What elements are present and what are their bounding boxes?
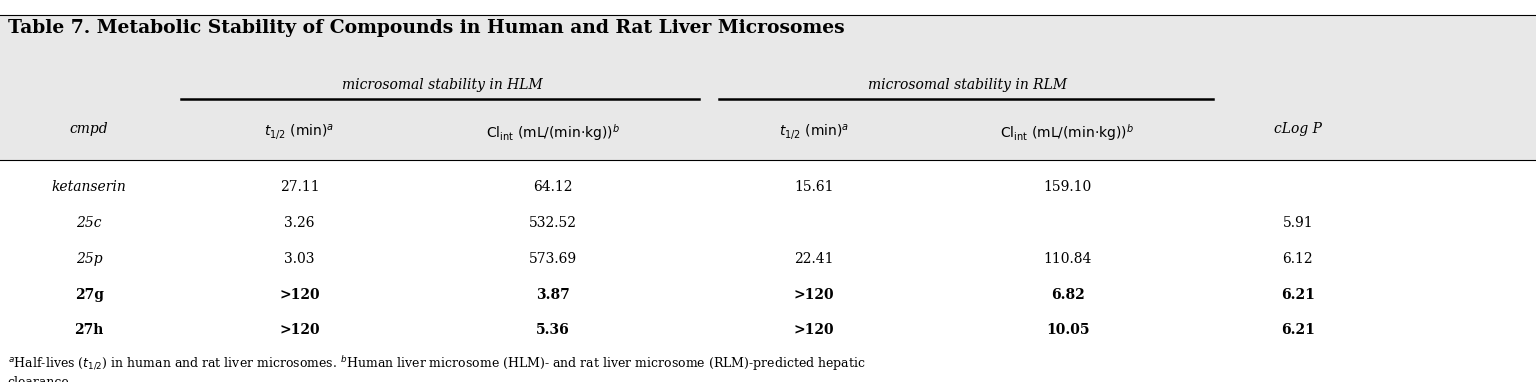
Text: 6.82: 6.82 <box>1051 288 1084 303</box>
Text: 27g: 27g <box>75 288 103 303</box>
Text: microsomal stability in HLM: microsomal stability in HLM <box>343 78 542 92</box>
Text: clearance.: clearance. <box>8 376 74 382</box>
Text: ketanserin: ketanserin <box>52 180 126 194</box>
Text: >120: >120 <box>794 323 834 337</box>
Text: cmpd: cmpd <box>69 122 109 136</box>
Text: 27.11: 27.11 <box>280 180 319 194</box>
Text: 64.12: 64.12 <box>533 180 573 194</box>
Text: >120: >120 <box>280 288 319 303</box>
Text: 3.87: 3.87 <box>536 288 570 303</box>
Text: 27h: 27h <box>74 323 104 337</box>
Text: 5.36: 5.36 <box>536 323 570 337</box>
Text: 110.84: 110.84 <box>1043 252 1092 266</box>
Text: 3.03: 3.03 <box>284 252 315 266</box>
Text: Table 7. Metabolic Stability of Compounds in Human and Rat Liver Microsomes: Table 7. Metabolic Stability of Compound… <box>8 19 845 37</box>
Text: 22.41: 22.41 <box>794 252 834 266</box>
Text: >120: >120 <box>280 323 319 337</box>
Text: $^{a}$Half-lives ($\mathit{t}_{1/2}$) in human and rat liver microsomes. $^{b}$H: $^{a}$Half-lives ($\mathit{t}_{1/2}$) in… <box>8 354 865 373</box>
Text: 15.61: 15.61 <box>794 180 834 194</box>
Text: cLog P: cLog P <box>1273 122 1322 136</box>
Text: 25p: 25p <box>75 252 103 266</box>
Text: 573.69: 573.69 <box>528 252 578 266</box>
Text: $\mathit{t}_{1/2}\ \mathrm{(min)}^{\mathit{a}}$: $\mathit{t}_{1/2}\ \mathrm{(min)}^{\math… <box>779 122 849 141</box>
Text: $\mathrm{Cl}_{\mathrm{int}}\ \mathrm{(mL/(min{\cdot}kg))^{\mathit{b}}}$: $\mathrm{Cl}_{\mathrm{int}}\ \mathrm{(mL… <box>1000 122 1135 143</box>
Text: >120: >120 <box>794 288 834 303</box>
Text: 6.12: 6.12 <box>1283 252 1313 266</box>
Text: 3.26: 3.26 <box>284 216 315 230</box>
Text: 159.10: 159.10 <box>1043 180 1092 194</box>
Text: 25c: 25c <box>77 216 101 230</box>
Text: $\mathrm{Cl}_{\mathrm{int}}\ \mathrm{(mL/(min{\cdot}kg))^{\mathit{b}}}$: $\mathrm{Cl}_{\mathrm{int}}\ \mathrm{(mL… <box>485 122 621 143</box>
Text: 10.05: 10.05 <box>1046 323 1089 337</box>
Text: 6.21: 6.21 <box>1281 323 1315 337</box>
Text: 5.91: 5.91 <box>1283 216 1313 230</box>
Text: 532.52: 532.52 <box>528 216 578 230</box>
Text: 6.21: 6.21 <box>1281 288 1315 303</box>
Text: microsomal stability in RLM: microsomal stability in RLM <box>868 78 1068 92</box>
Text: $\mathit{t}_{1/2}\ \mathrm{(min)}^{\mathit{a}}$: $\mathit{t}_{1/2}\ \mathrm{(min)}^{\math… <box>264 122 335 141</box>
FancyBboxPatch shape <box>0 15 1536 160</box>
